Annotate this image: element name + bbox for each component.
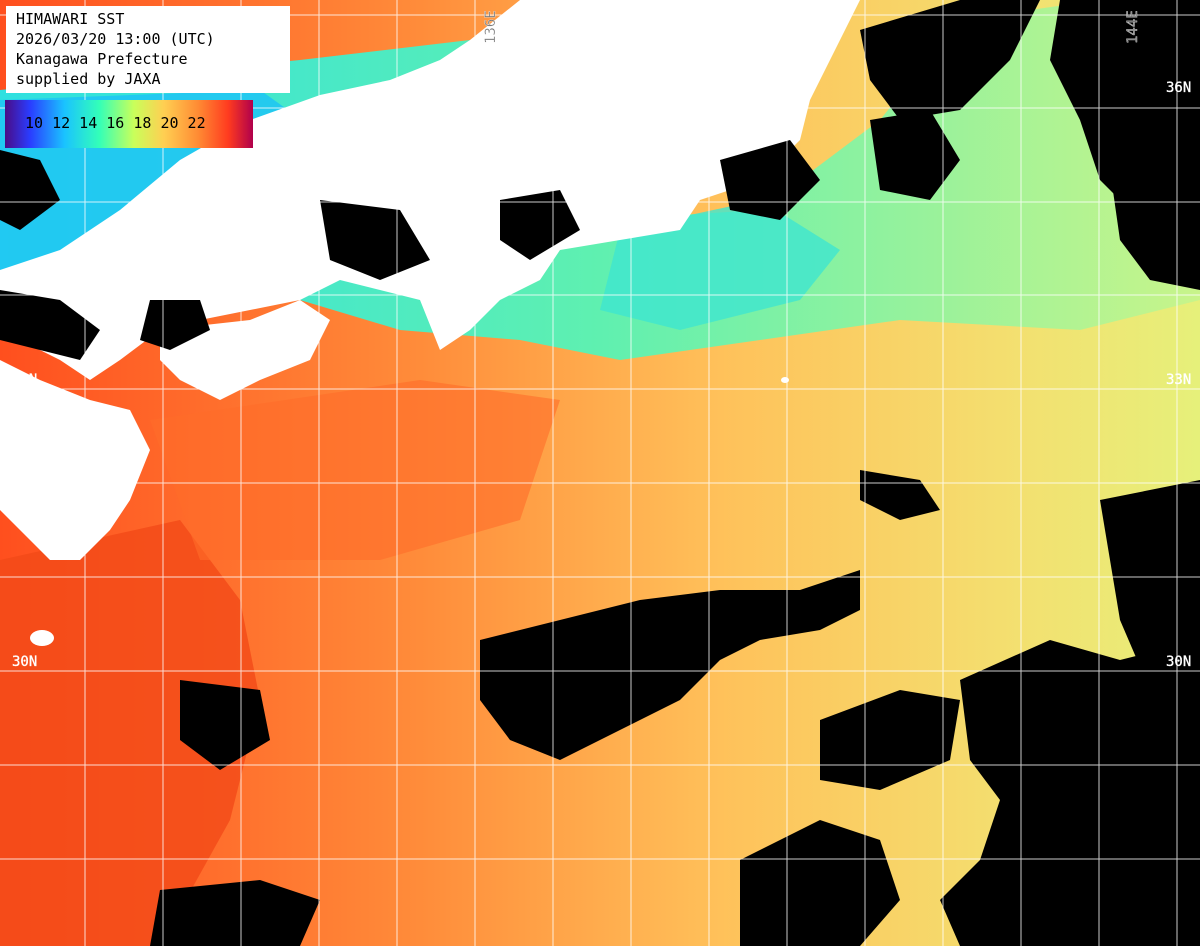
land-honshu (0, 0, 860, 380)
land-shikoku (160, 300, 330, 400)
land-kyushu (0, 360, 150, 560)
lon-label-144e: 144E (1125, 10, 1141, 44)
title-region: Kanagawa Prefecture (16, 50, 188, 68)
land-island-south (30, 630, 54, 646)
land-island-small (781, 377, 789, 383)
lon-label-136e: 136E (483, 10, 499, 44)
title-product: HIMAWARI SST (16, 10, 125, 28)
kuroshio-warm-core (0, 520, 260, 946)
lat-label-30n-right: 30N (1166, 654, 1192, 670)
legend-tick-labels: 10 12 14 16 18 20 22 (25, 114, 206, 132)
lat-label-36n-right: 36N (1166, 80, 1192, 96)
warm-band (150, 380, 560, 560)
title-datetime: 2026/03/20 13:00 (UTC) (16, 30, 215, 48)
lat-label-33n-left: 33N (12, 372, 38, 388)
color-scale-legend: 10 12 14 16 18 20 22 (5, 100, 253, 148)
title-block: HIMAWARI SST 2026/03/20 13:00 (UTC) Kana… (6, 6, 290, 93)
lat-label-33n-right: 33N (1166, 372, 1192, 388)
lat-label-30n-left: 30N (12, 654, 38, 670)
title-credit: supplied by JAXA (16, 70, 161, 88)
